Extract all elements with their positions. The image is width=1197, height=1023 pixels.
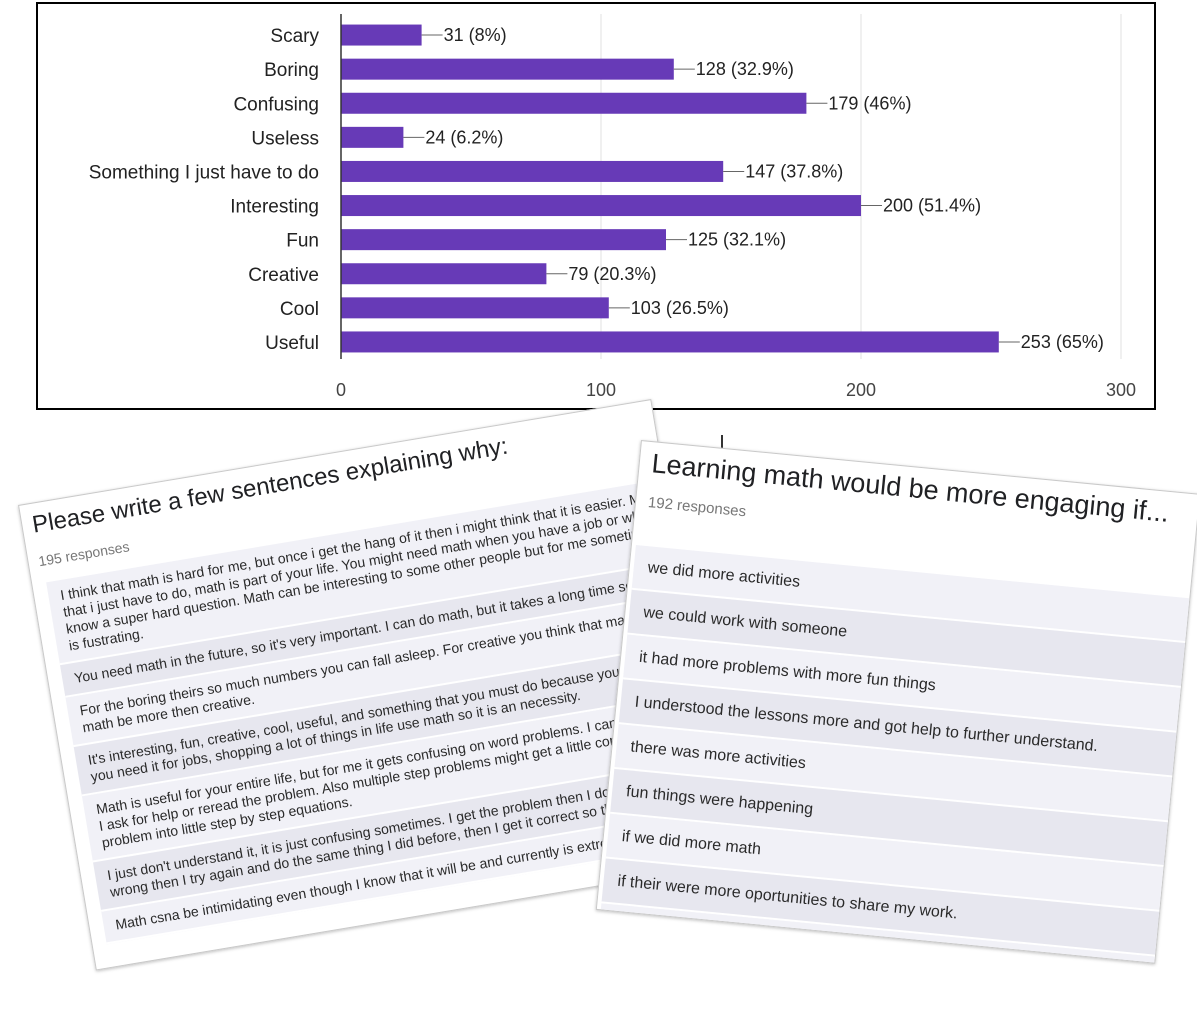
data-label: 179 (46%) <box>828 93 911 113</box>
category-label: Creative <box>248 265 319 286</box>
data-label: 147 (37.8%) <box>745 161 843 181</box>
bar <box>341 126 404 148</box>
bar <box>341 195 861 217</box>
category-label: Cool <box>280 299 319 320</box>
bar-chart: 0 100 200 300 Scary 31 (8%) Boring 128 (32.9%) C… <box>36 2 1156 410</box>
bar <box>341 331 999 353</box>
bar <box>341 263 547 285</box>
data-label: 200 (51.4%) <box>883 196 981 216</box>
bar <box>341 24 422 46</box>
x-tick-label: 0 <box>336 380 346 400</box>
category-label: Useful <box>265 333 319 354</box>
category-label: Boring <box>264 60 319 81</box>
bar <box>341 160 724 182</box>
data-label: 125 (32.1%) <box>688 230 786 250</box>
response-list: we did more activities we could work with… <box>597 544 1197 964</box>
bar-chart-svg: 0 100 200 300 Scary 31 (8%) Boring 128 (32.9%) C… <box>89 14 1136 400</box>
category-label: Interesting <box>230 197 319 218</box>
x-tick-label: 300 <box>1106 380 1136 400</box>
bar <box>341 297 609 319</box>
stray-line <box>721 435 723 451</box>
response-count: 192 responses <box>647 494 747 521</box>
category-label: Something I just have to do <box>89 162 319 183</box>
response-count: 195 responses <box>37 538 131 570</box>
bar <box>341 229 666 251</box>
data-label: 79 (20.3%) <box>568 264 656 284</box>
x-tick-label: 200 <box>846 380 876 400</box>
data-label: 24 (6.2%) <box>425 127 503 147</box>
category-label: Scary <box>270 26 319 47</box>
category-label: Confusing <box>233 94 319 115</box>
data-label: 31 (8%) <box>444 25 507 45</box>
category-label: Useless <box>251 128 319 149</box>
data-label: 103 (26.5%) <box>631 298 729 318</box>
bar <box>341 92 807 114</box>
category-label: Fun <box>286 231 319 252</box>
x-tick-label: 100 <box>586 380 616 400</box>
data-label: 128 (32.9%) <box>696 59 794 79</box>
data-label: 253 (65%) <box>1021 332 1104 352</box>
response-card-engaging: Learning math would be more engaging if.… <box>595 440 1197 964</box>
bar <box>341 58 674 80</box>
